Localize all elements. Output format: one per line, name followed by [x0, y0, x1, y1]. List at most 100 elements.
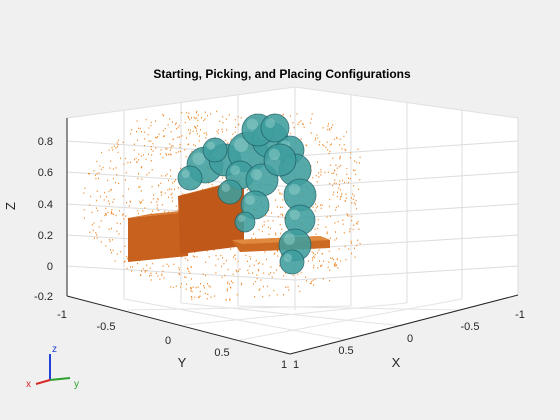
- cloud-point: [161, 204, 163, 206]
- cloud-point: [138, 153, 140, 155]
- cloud-point: [263, 285, 264, 288]
- cloud-point: [342, 223, 344, 225]
- cloud-point: [340, 196, 342, 198]
- cloud-point: [111, 251, 113, 254]
- x-tick-label: -1: [515, 309, 525, 321]
- robot-arm: [177, 113, 317, 275]
- cloud-point: [310, 132, 312, 134]
- cloud-point: [170, 188, 172, 190]
- cloud-point: [353, 202, 355, 204]
- robot-collision-sphere: [263, 143, 297, 177]
- cloud-point: [347, 181, 349, 184]
- cloud-point: [280, 213, 282, 216]
- cloud-point: [108, 239, 110, 241]
- cloud-point: [109, 167, 111, 169]
- cloud-point: [275, 234, 277, 236]
- cloud-point: [331, 172, 333, 175]
- cloud-point: [309, 282, 311, 285]
- cloud-point: [276, 293, 278, 296]
- cloud-point: [96, 190, 98, 192]
- cloud-point: [225, 118, 227, 120]
- cloud-point: [342, 179, 343, 182]
- cloud-point: [326, 216, 328, 218]
- cloud-point: [196, 256, 198, 258]
- cloud-point: [318, 176, 320, 178]
- cloud-point: [336, 173, 338, 176]
- cloud-point: [282, 213, 284, 216]
- cloud-point: [161, 273, 163, 275]
- cloud-point: [123, 261, 125, 263]
- cloud-point: [279, 193, 281, 195]
- cloud-point: [204, 292, 206, 295]
- cloud-point: [103, 199, 105, 201]
- cloud-point: [100, 168, 102, 171]
- cloud-point: [189, 133, 191, 135]
- cloud-point: [123, 163, 125, 165]
- cloud-point: [189, 272, 191, 274]
- z-tick-label: 0: [47, 261, 53, 273]
- cloud-point: [345, 193, 347, 195]
- robot-collision-sphere: [217, 179, 243, 205]
- cloud-point: [165, 148, 167, 150]
- cloud-point: [329, 198, 331, 201]
- sphere-highlight: [288, 183, 300, 195]
- sphere-highlight: [238, 215, 245, 222]
- cloud-point: [84, 187, 86, 189]
- cloud-point: [158, 185, 160, 187]
- cloud-point: [145, 158, 147, 160]
- cloud-point: [320, 171, 322, 173]
- cloud-point: [359, 179, 361, 181]
- cloud-point: [258, 229, 260, 231]
- sphere-highlight: [283, 233, 295, 245]
- cloud-point: [152, 143, 154, 145]
- cloud-point: [261, 230, 263, 233]
- cloud-point: [96, 160, 98, 163]
- cloud-point: [351, 219, 353, 222]
- cloud-point: [276, 206, 278, 208]
- cloud-point: [177, 126, 179, 129]
- cloud-point: [343, 232, 345, 234]
- cloud-point: [315, 175, 317, 177]
- cloud-point: [185, 276, 187, 279]
- cloud-point: [197, 114, 199, 116]
- cloud-point: [150, 140, 152, 142]
- cloud-point: [310, 282, 312, 285]
- cloud-point: [194, 251, 196, 253]
- cloud-point: [144, 131, 146, 133]
- cloud-point: [169, 149, 171, 151]
- cloud-point: [192, 130, 194, 132]
- cloud-point: [99, 165, 101, 167]
- cloud-point: [267, 220, 269, 222]
- cloud-point: [319, 260, 320, 262]
- cloud-point: [300, 271, 302, 274]
- cloud-point: [117, 151, 119, 154]
- cloud-point: [281, 228, 283, 230]
- cloud-point: [171, 200, 173, 202]
- cloud-point: [350, 152, 351, 154]
- cloud-point: [234, 258, 236, 260]
- cloud-point: [314, 210, 316, 212]
- cloud-point: [327, 149, 329, 151]
- cloud-point: [154, 136, 156, 139]
- cloud-point: [341, 148, 343, 150]
- cloud-point: [335, 182, 337, 185]
- cloud-point: [179, 150, 181, 153]
- cloud-point: [353, 195, 355, 197]
- cloud-point: [225, 139, 227, 142]
- cloud-point: [266, 285, 268, 288]
- cloud-point: [279, 192, 281, 194]
- cloud-point: [270, 227, 271, 229]
- z-tick-label: -0.2: [34, 291, 53, 303]
- cloud-point: [96, 173, 98, 175]
- cloud-point: [110, 160, 112, 162]
- cloud-point: [216, 130, 218, 132]
- cloud-point: [140, 155, 142, 157]
- cloud-point: [256, 274, 258, 276]
- cloud-point: [329, 237, 331, 239]
- cloud-point: [141, 166, 143, 168]
- cloud-point: [141, 270, 142, 272]
- cloud-point: [311, 280, 313, 283]
- cloud-point: [340, 195, 342, 197]
- cloud-point: [88, 172, 89, 175]
